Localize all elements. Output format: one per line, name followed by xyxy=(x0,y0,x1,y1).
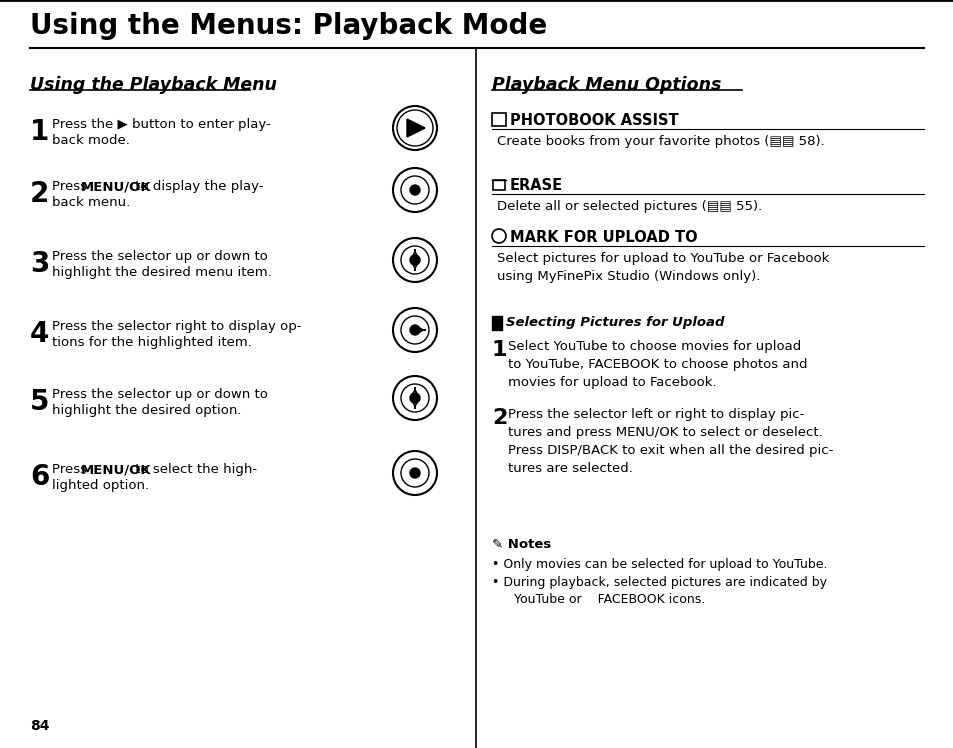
Bar xyxy=(493,180,504,190)
Text: 1: 1 xyxy=(30,118,50,146)
Text: Select YouTube to choose movies for upload
to YouTube, FACEBOOK to choose photos: Select YouTube to choose movies for uplo… xyxy=(507,340,806,389)
Text: • Only movies can be selected for upload to YouTube.: • Only movies can be selected for upload… xyxy=(492,558,826,571)
Text: Press the ▶ button to enter play-: Press the ▶ button to enter play- xyxy=(52,118,271,131)
Text: MENU/OK: MENU/OK xyxy=(80,180,151,193)
Text: 2: 2 xyxy=(30,180,50,208)
Text: Press the selector up or down to: Press the selector up or down to xyxy=(52,250,268,263)
Text: Press: Press xyxy=(52,180,91,193)
Bar xyxy=(0,0,953,48)
Text: Playback Menu Options: Playback Menu Options xyxy=(492,76,720,94)
Text: Delete all or selected pictures (▤▤ 55).: Delete all or selected pictures (▤▤ 55). xyxy=(497,200,761,213)
Text: Select pictures for upload to YouTube or Facebook
using MyFinePix Studio (Window: Select pictures for upload to YouTube or… xyxy=(497,252,828,283)
Circle shape xyxy=(410,325,419,335)
Text: Press the selector left or right to display pic-
tures and press MENU/OK to sele: Press the selector left or right to disp… xyxy=(507,408,833,475)
Text: 1: 1 xyxy=(492,340,507,360)
Text: YouTube or    FACEBOOK icons.: YouTube or FACEBOOK icons. xyxy=(501,593,704,606)
Text: highlight the desired menu item.: highlight the desired menu item. xyxy=(52,266,272,279)
Bar xyxy=(492,113,505,126)
Circle shape xyxy=(410,393,419,403)
Text: to display the play-: to display the play- xyxy=(131,180,263,193)
Text: MENU/OK: MENU/OK xyxy=(80,463,151,476)
Text: highlight the desired option.: highlight the desired option. xyxy=(52,404,241,417)
Circle shape xyxy=(410,468,419,478)
Bar xyxy=(492,316,501,330)
Text: tions for the highlighted item.: tions for the highlighted item. xyxy=(52,336,252,349)
Text: back menu.: back menu. xyxy=(52,196,131,209)
Text: • During playback, selected pictures are indicated by: • During playback, selected pictures are… xyxy=(492,576,826,589)
Text: ✎ Notes: ✎ Notes xyxy=(492,538,551,551)
Text: 5: 5 xyxy=(30,388,50,416)
Text: Press: Press xyxy=(52,463,91,476)
Text: 6: 6 xyxy=(30,463,50,491)
Text: ERASE: ERASE xyxy=(510,178,562,193)
Text: Using the Playback Menu: Using the Playback Menu xyxy=(30,76,276,94)
Text: Using the Menus: Playback Mode: Using the Menus: Playback Mode xyxy=(30,12,547,40)
Polygon shape xyxy=(407,119,424,137)
Text: 2: 2 xyxy=(492,408,507,428)
Text: back mode.: back mode. xyxy=(52,134,130,147)
Text: Press the selector right to display op-: Press the selector right to display op- xyxy=(52,320,301,333)
Circle shape xyxy=(410,185,419,195)
Text: Create books from your favorite photos (▤▤ 58).: Create books from your favorite photos (… xyxy=(497,135,824,148)
Text: 3: 3 xyxy=(30,250,50,278)
Text: Selecting Pictures for Upload: Selecting Pictures for Upload xyxy=(505,316,723,329)
Text: lighted option.: lighted option. xyxy=(52,479,149,492)
Text: 4: 4 xyxy=(30,320,50,348)
Text: Press the selector up or down to: Press the selector up or down to xyxy=(52,388,268,401)
Text: to select the high-: to select the high- xyxy=(131,463,257,476)
Text: MARK FOR UPLOAD TO: MARK FOR UPLOAD TO xyxy=(510,230,697,245)
Circle shape xyxy=(410,255,419,265)
Text: 84: 84 xyxy=(30,719,50,733)
Text: PHOTOBOOK ASSIST: PHOTOBOOK ASSIST xyxy=(510,113,678,128)
